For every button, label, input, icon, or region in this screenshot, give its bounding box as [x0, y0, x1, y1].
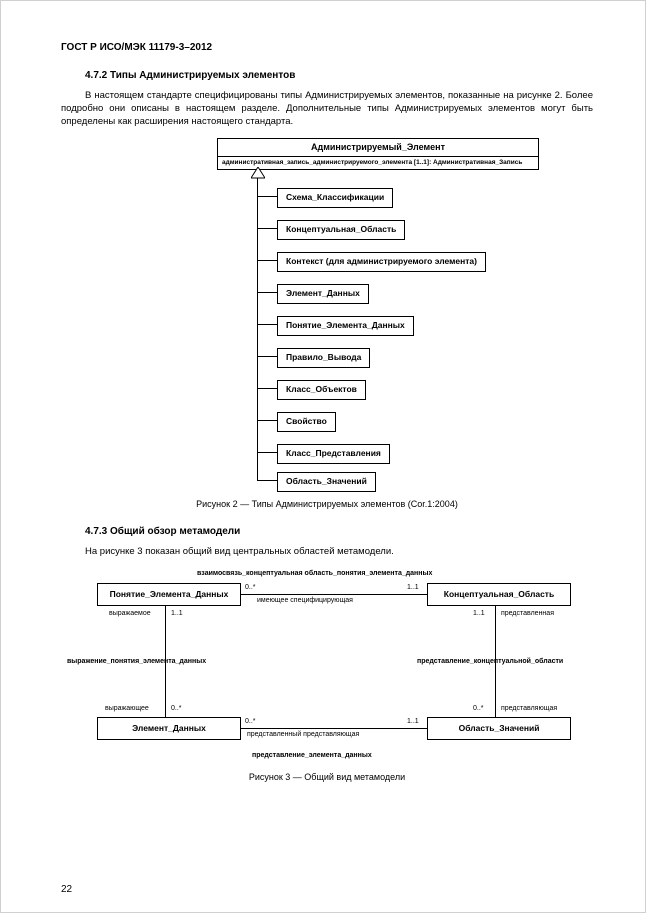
association-label: взаимосвязь_концептуальная область_понят… — [197, 569, 432, 578]
section-number: 4.7.2 — [85, 70, 107, 81]
role-label: выражающее — [105, 704, 149, 713]
association-line — [240, 728, 427, 729]
multiplicity-label: 1..1 — [473, 609, 485, 618]
uml-child-class: Область_Значений — [277, 472, 376, 491]
uml-parent-class: Администрируемый_Элемент административна… — [217, 138, 539, 170]
association-line — [240, 594, 427, 595]
uml-child-class: Элемент_Данных — [277, 284, 369, 303]
section-paragraph-2: На рисунке 3 показан общий вид центральн… — [61, 546, 593, 559]
multiplicity-label: 1..1 — [171, 609, 183, 618]
tree-trunk-line — [257, 178, 258, 480]
tree-branch-line — [257, 452, 277, 453]
role-label: представляющая — [501, 704, 557, 713]
section-heading-1: 4.7.2 Типы Администрируемых элементов — [61, 69, 593, 83]
uml-child-class: Концептуальная_Область — [277, 220, 405, 239]
uml-child-class: Контекст (для администрируемого элемента… — [277, 252, 486, 271]
role-label: имеющее специфицирующая — [257, 596, 353, 605]
multiplicity-label: 0..* — [245, 583, 256, 592]
tree-branch-line — [257, 420, 277, 421]
section-title: Типы Администрируемых элементов — [110, 70, 295, 81]
uml-class-box: Область_Значений — [427, 717, 571, 740]
page: ГОСТ Р ИСО/МЭК 11179-3–2012 4.7.2 Типы А… — [0, 0, 646, 913]
role-label: представленная — [501, 609, 554, 618]
uml-child-class: Класс_Представления — [277, 444, 390, 463]
role-label: представленный представляющая — [247, 730, 359, 739]
figure-2-caption: Рисунок 2 — Типы Администрируемых элемен… — [61, 498, 593, 510]
uml-class-box: Элемент_Данных — [97, 717, 241, 740]
tree-branch-line — [257, 196, 277, 197]
uml-parent-attr: административная_запись_администрируемог… — [218, 156, 538, 170]
tree-branch-line — [257, 356, 277, 357]
tree-branch-line — [257, 324, 277, 325]
uml-class-box: Понятие_Элемента_Данных — [97, 583, 241, 606]
uml-child-class: Свойство — [277, 412, 336, 431]
association-label: представление_элемента_данных — [252, 751, 372, 760]
tree-branch-line — [257, 228, 277, 229]
tree-branch-line — [257, 260, 277, 261]
generalization-icon — [251, 167, 263, 177]
uml-child-class: Правило_Вывода — [277, 348, 370, 367]
figure-3-diagram: взаимосвязь_концептуальная область_понят… — [67, 569, 587, 767]
multiplicity-label: 0..* — [473, 704, 484, 713]
uml-class-box: Концептуальная_Область — [427, 583, 571, 606]
section-paragraph-1: В настоящем стандарте специфицированы ти… — [61, 90, 593, 128]
multiplicity-label: 0..* — [245, 717, 256, 726]
uml-parent-title: Администрируемый_Элемент — [218, 139, 538, 155]
uml-child-class: Понятие_Элемента_Данных — [277, 316, 414, 335]
page-number: 22 — [61, 883, 72, 897]
uml-child-class: Схема_Классификации — [277, 188, 393, 207]
document-id: ГОСТ Р ИСО/МЭК 11179-3–2012 — [61, 41, 593, 55]
tree-branch-line — [257, 388, 277, 389]
association-label: выражение_понятия_элемента_данных — [67, 657, 206, 666]
tree-branch-line — [257, 480, 277, 481]
tree-branch-line — [257, 292, 277, 293]
association-label: представление_концептуальной_области — [417, 657, 563, 666]
section-title: Общий обзор метамодели — [110, 526, 240, 537]
role-label: выражаемое — [109, 609, 151, 618]
figure-3-caption: Рисунок 3 — Общий вид метамодели — [61, 771, 593, 783]
figure-2-diagram: Администрируемый_Элемент административна… — [107, 138, 547, 492]
uml-child-class: Класс_Объектов — [277, 380, 366, 399]
multiplicity-label: 0..* — [171, 704, 182, 713]
multiplicity-label: 1..1 — [407, 583, 419, 592]
section-number: 4.7.3 — [85, 526, 107, 537]
section-heading-2: 4.7.3 Общий обзор метамодели — [61, 525, 593, 539]
multiplicity-label: 1..1 — [407, 717, 419, 726]
